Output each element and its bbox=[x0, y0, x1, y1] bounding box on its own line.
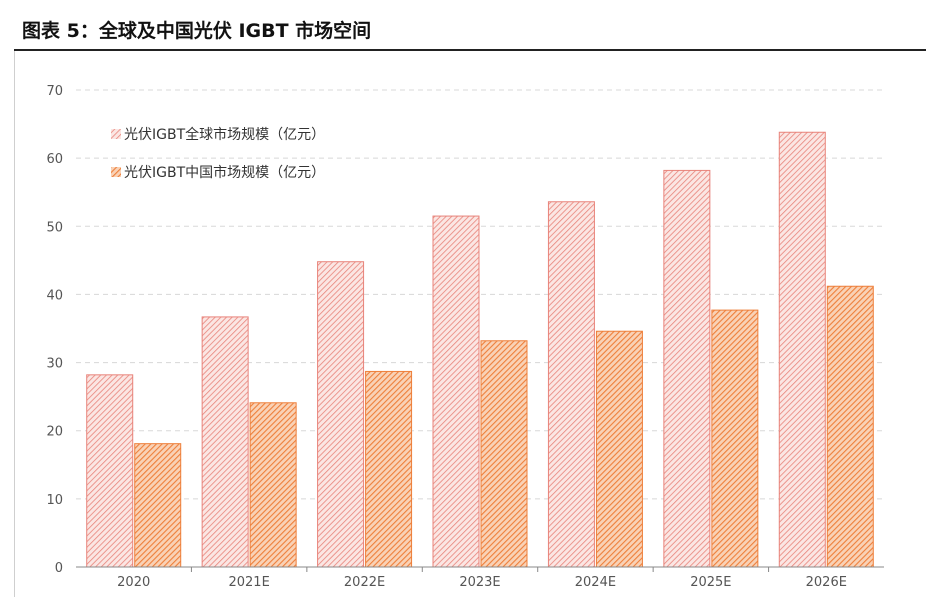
bar-global-2021E bbox=[201, 316, 249, 568]
y-tick-label: 30 bbox=[46, 357, 63, 372]
bar-china-2022E bbox=[365, 370, 413, 568]
x-tick-label: 2024E bbox=[575, 575, 616, 590]
bar-global-2023E bbox=[432, 215, 480, 568]
x-tick-label: 2023E bbox=[459, 575, 500, 590]
legend-label: 光伏IGBT中国市场规模（亿元） bbox=[124, 164, 325, 181]
bar-global-2022E bbox=[317, 261, 365, 568]
x-tick-label: 2022E bbox=[344, 575, 385, 590]
y-tick-label: 10 bbox=[46, 493, 63, 508]
bar-china-2021E bbox=[249, 402, 297, 568]
y-axis-ticks: 0 10 20 30 40 50 60 70 bbox=[46, 84, 63, 576]
legend-swatch-china bbox=[111, 167, 121, 177]
bar-china-2026E bbox=[826, 285, 874, 568]
frame-border bbox=[14, 51, 15, 597]
figure-header: 图表 5：全球及中国光伏 IGBT 市场空间 bbox=[0, 0, 926, 51]
y-tick-label: 50 bbox=[46, 220, 63, 235]
legend-label: 光伏IGBT全球市场规模（亿元） bbox=[124, 126, 325, 143]
legend: 光伏IGBT全球市场规模（亿元） 光伏IGBT中国市场规模（亿元） bbox=[111, 126, 325, 181]
header-rule bbox=[14, 49, 926, 51]
x-tick-label: 2020 bbox=[117, 575, 150, 590]
x-tick-label: 2021E bbox=[228, 575, 269, 590]
y-tick-label: 40 bbox=[46, 288, 63, 303]
y-tick-label: 0 bbox=[55, 561, 63, 576]
bar-global-2026E bbox=[778, 131, 826, 568]
x-tick-label: 2026E bbox=[806, 575, 847, 590]
figure-title: 图表 5：全球及中国光伏 IGBT 市场空间 bbox=[22, 20, 372, 42]
bar-china-2025E bbox=[711, 309, 759, 568]
bar-china-2023E bbox=[480, 340, 528, 568]
bar-global-2024E bbox=[547, 201, 595, 568]
bar-china-2024E bbox=[595, 330, 643, 568]
grid-lines bbox=[76, 89, 884, 500]
bar-global-2025E bbox=[663, 169, 711, 568]
bar-china-2020 bbox=[134, 443, 182, 568]
legend-swatch-global bbox=[111, 129, 121, 139]
x-tick-label: 2025E bbox=[690, 575, 731, 590]
y-tick-label: 20 bbox=[46, 425, 63, 440]
bar-global-2020 bbox=[86, 374, 134, 568]
x-axis-ticks: 2020 2021E 2022E 2023E 2024E 2025E 2026E bbox=[117, 567, 847, 590]
y-tick-label: 70 bbox=[46, 84, 63, 99]
bars bbox=[86, 131, 874, 568]
y-tick-label: 60 bbox=[46, 152, 63, 167]
